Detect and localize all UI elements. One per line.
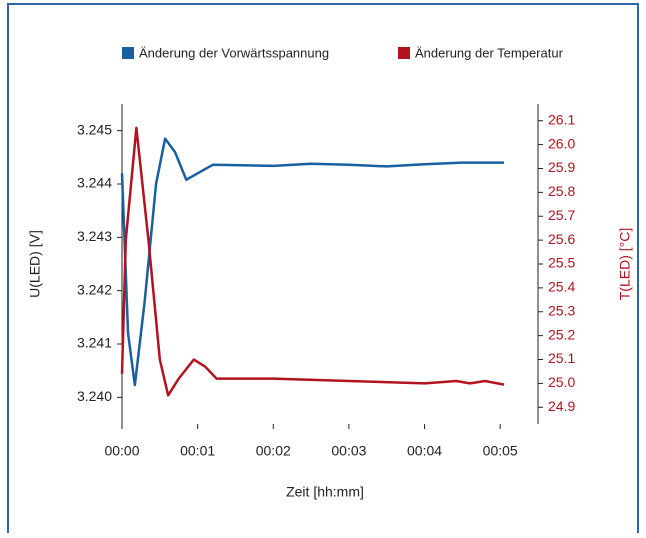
x-tick-label: 00:00 (104, 443, 139, 459)
y2-tick-label: 26.0 (548, 135, 575, 151)
series-line (120, 126, 505, 397)
x-tick-label: 00:05 (483, 443, 518, 459)
y2-tick-label: 25.8 (548, 183, 575, 199)
y2-tick-label: 24.9 (548, 398, 575, 414)
y2-tick-label: 25.0 (548, 374, 575, 390)
y-tick-label: 3.245 (77, 121, 112, 137)
series-line (120, 137, 504, 387)
legend-label: Änderung der Vorwärtsspannung (139, 45, 329, 60)
y2-tick-label: 25.7 (548, 207, 575, 223)
x-tick-label: 00:03 (331, 443, 366, 459)
legend-swatch (122, 47, 134, 59)
y2-tick-label: 25.9 (548, 159, 575, 175)
y2-tick-label: 25.6 (548, 231, 575, 247)
x-tick-label: 00:02 (256, 443, 291, 459)
y2-axis-label: T(LED) [°C] (617, 228, 633, 301)
y2-tick-label: 25.1 (548, 350, 575, 366)
y2-tick-label: 26.1 (548, 111, 575, 127)
y2-tick-label: 25.4 (548, 279, 575, 295)
y2-tick-label: 25.2 (548, 326, 575, 342)
legend-label: Änderung der Temperatur (415, 45, 564, 60)
y-tick-label: 3.243 (77, 228, 112, 244)
x-tick-label: 00:01 (180, 443, 215, 459)
x-tick-label: 00:04 (407, 443, 442, 459)
legend-swatch (398, 47, 410, 59)
x-axis-label: Zeit [hh:mm] (286, 484, 364, 500)
frame (7, 3, 639, 538)
y-tick-label: 3.244 (77, 175, 112, 191)
y-tick-label: 3.242 (77, 281, 112, 297)
y-tick-label: 3.240 (77, 388, 112, 404)
y-tick-label: 3.241 (77, 335, 112, 351)
y2-tick-label: 25.5 (548, 255, 575, 271)
y-axis-label: U(LED) [V] (27, 230, 43, 298)
y2-tick-label: 25.3 (548, 302, 575, 318)
